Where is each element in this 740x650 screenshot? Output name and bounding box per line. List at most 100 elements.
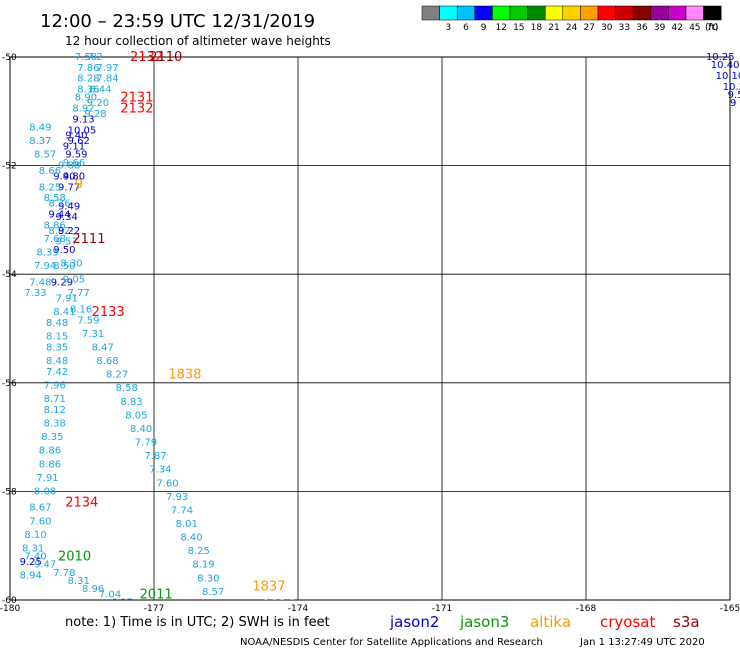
pass-time-label: 1837: [252, 579, 285, 594]
wave-height-value: 8.35: [36, 247, 58, 258]
wave-height-value: 8.35: [41, 432, 63, 443]
plot-area: -180 -177 -174 -171 -168 -165 -50 -52 -54 -56 -58 -…: [0, 50, 740, 614]
x-tick-label: -165: [720, 604, 740, 614]
wave-height-value: 8.96: [82, 584, 104, 595]
wave-height-value: 8.92: [72, 104, 94, 115]
satellite-legend: jason2 jason3 altika cryosat s3a: [389, 613, 700, 631]
y-tick-label: -50: [2, 53, 17, 63]
pass-time-label: 2133: [92, 305, 125, 320]
wave-height-value: 9.47: [34, 560, 56, 571]
wave-height-value: 8.47: [92, 343, 114, 354]
wave-height-value: 9.28: [84, 109, 106, 120]
wave-height-value: 8.57: [34, 150, 56, 161]
wave-height-value: 8.28: [77, 74, 99, 85]
wave-height-value: 9.57: [56, 237, 78, 248]
legend-label: 24: [566, 23, 578, 33]
wave-height-value: 9: [730, 98, 736, 109]
wave-height-value: 7.79: [135, 438, 157, 449]
plot-frame: [9, 56, 731, 601]
wave-height-value: 8.36: [77, 85, 99, 96]
satellite-legend-jason2: jason2: [389, 613, 439, 631]
wave-height-value: 8.76: [48, 199, 70, 210]
wave-height-value: 7.31: [82, 329, 104, 340]
wave-height-value: 8.90: [75, 93, 97, 104]
wave-height-value: 8.50: [53, 261, 75, 272]
wave-height-value: 7.97: [96, 63, 118, 74]
wave-height-value: 9.05: [63, 275, 85, 286]
legend-label: 30: [601, 23, 613, 33]
satellite-legend-jason3: jason3: [459, 613, 509, 631]
wave-height-value: 9.40: [65, 131, 87, 142]
wave-height-value: 8.16: [70, 304, 92, 315]
wave-height-value: 9.34: [56, 212, 78, 223]
footer-timestamp: Jan 1 13:27:49 UTC 2020: [579, 637, 705, 648]
wave-height-value: 10.05: [68, 125, 97, 136]
legend-unit: (ft): [705, 23, 719, 33]
data-layer: 7.587.27.867.978.287.848.368.448.909.208…: [20, 50, 740, 613]
wave-height-value: 9.62: [68, 136, 90, 147]
wave-height-value: 8.01: [176, 519, 198, 530]
wave-height-value: 8.48: [46, 356, 68, 367]
legend-swatch: [544, 5, 564, 21]
wave-height-value: 8.86: [44, 220, 66, 231]
y-tick-label: -54: [2, 270, 17, 280]
legend-label: 6: [463, 23, 469, 33]
legend-swatch: [632, 5, 652, 21]
legend-swatch: [527, 5, 546, 21]
wave-height-value: 7.68: [44, 234, 66, 245]
wave-height-value: 8.66: [39, 166, 61, 177]
wave-height-value: 8.48: [46, 318, 68, 329]
chart-subtitle: 12 hour collection of altimeter wave hei…: [65, 34, 331, 48]
legend-label: 27: [583, 23, 594, 33]
wave-height-value: 8.58: [44, 193, 66, 204]
pass-time-label: 2131: [120, 91, 153, 106]
wave-height-value: 8.05: [125, 410, 147, 421]
legend-label: 15: [513, 23, 524, 33]
wave-height-value: 9.20: [87, 98, 109, 109]
color-legend: 3 6 9 12 15 18 21 24 27 30 33 36 39 42 45 70: [421, 5, 722, 33]
chart-title: 12:00 – 23:59 UTC 12/31/2019: [40, 11, 315, 32]
wave-height-value: 8.12: [44, 405, 66, 416]
pass-time-label: 2011: [140, 588, 173, 603]
wave-height-value: 9.80: [63, 171, 85, 182]
wave-height-value: 8.49: [29, 123, 51, 134]
x-tick-label: -177: [144, 604, 164, 614]
wave-height-value: 9.22: [58, 226, 80, 237]
satellite-legend-cryosat: cryosat: [600, 613, 655, 631]
wave-height-value: 9.66: [63, 158, 85, 169]
wave-height-value: 10.40: [711, 60, 740, 71]
wave-height-value: 10.10: [716, 71, 740, 82]
wave-height-value: 7.48: [29, 277, 51, 288]
x-tick-label: -174: [288, 604, 309, 614]
wave-height-value: 9.59: [65, 150, 87, 161]
wave-height-value: 8.86: [39, 459, 61, 470]
wave-height-value: 7.40: [24, 552, 46, 563]
wave-height-value: 9.50: [53, 245, 75, 256]
pass-time-label: 2132: [130, 50, 163, 65]
wave-height-value: 7.96: [44, 381, 66, 392]
pass-time-label: 1836: [262, 598, 295, 613]
x-tick-label: -180: [0, 604, 20, 614]
wave-height-value: 7.58: [75, 52, 97, 63]
wave-height-value: 7.74: [171, 505, 193, 516]
legend-swatch: [474, 5, 493, 21]
pass-time-label: 1838: [168, 368, 201, 383]
legend-label: 36: [636, 23, 648, 33]
legend-label: 21: [548, 23, 559, 33]
legend-label: 33: [619, 23, 630, 33]
pass-time-label: 9: [75, 178, 83, 193]
wave-height-value: 7.94: [34, 261, 56, 272]
x-tick-label: -171: [432, 604, 452, 614]
footer-credit: NOAA/NESDIS Center for Satellite Applica…: [240, 637, 543, 648]
wave-height-value: 8.25: [188, 546, 210, 557]
wave-height-value: 7.84: [96, 74, 118, 85]
wave-height-value: 8.57: [202, 587, 224, 598]
pass-time-label: 2134: [65, 495, 98, 510]
legend-swatch: [456, 5, 476, 21]
y-tick-label: -60: [2, 596, 17, 606]
legend-label: 9: [481, 23, 487, 33]
y-tick-label: -52: [2, 162, 17, 172]
wave-height-value: 9.40: [53, 171, 75, 182]
wave-height-value: 8.83: [120, 397, 142, 408]
legend-swatch: [580, 5, 599, 21]
